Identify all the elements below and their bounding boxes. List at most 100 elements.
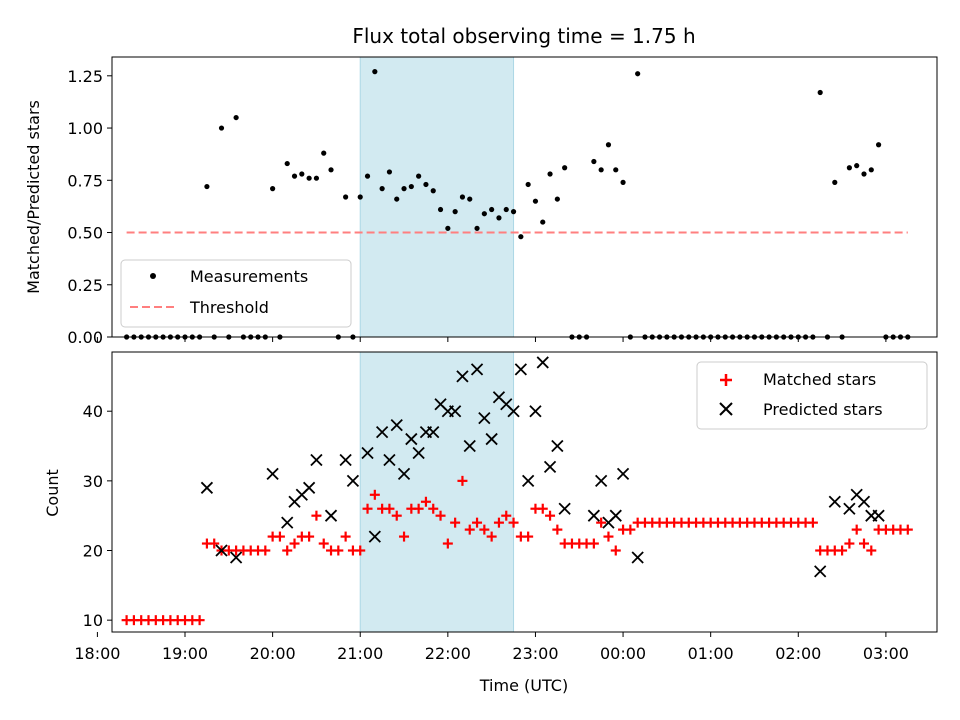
predicted-point: [200, 481, 214, 494]
matched-point: [610, 545, 621, 556]
measurement-point: [343, 194, 349, 200]
measurement-point: [547, 171, 553, 177]
y-tick-label: 0.50: [67, 224, 103, 243]
matched-point: [464, 524, 475, 535]
measurement-point: [591, 158, 597, 165]
top-axes-frame: [111, 56, 938, 338]
predicted-point: [616, 467, 630, 481]
matched-point: [625, 524, 636, 535]
matched-point: [493, 517, 504, 528]
measurement-point: [270, 186, 276, 192]
predicted-point: [302, 481, 316, 494]
matched-point: [420, 496, 431, 507]
top-y-axis: 0.00 0.25 0.50 0.75 1.00 1.25: [67, 67, 112, 347]
measurement-point: [598, 167, 604, 173]
measurement-point: [445, 225, 451, 231]
legend-predicted-label: Predicted stars: [763, 400, 883, 419]
measurement-point: [832, 179, 838, 185]
x-tick-label: 23:00: [512, 644, 558, 663]
matched-point: [369, 489, 380, 500]
predicted-point: [456, 370, 469, 383]
x-tick-label: 03:00: [863, 644, 909, 663]
top-plot-area: [124, 69, 911, 340]
measurement-point: [846, 165, 852, 171]
predicted-point: [339, 453, 352, 467]
matched-point: [340, 531, 351, 542]
x-tick-label: 01:00: [688, 644, 734, 663]
top-legend: Measurements Threshold: [120, 259, 352, 328]
measurement-point: [620, 179, 626, 185]
measurement-point: [291, 173, 298, 179]
predicted-point: [368, 530, 381, 543]
measurement-point: [401, 186, 407, 192]
legend-predicted-marker: [719, 402, 733, 416]
x-tick-label: 20:00: [250, 644, 296, 663]
predicted-point: [507, 405, 520, 418]
x-axis-label: Time (UTC): [479, 676, 568, 695]
matched-point: [523, 531, 534, 542]
matched-point: [274, 531, 285, 542]
bottom-y-axis: 10 20 30 40: [83, 402, 112, 630]
matched-point: [844, 538, 855, 549]
bottom-shaded-region: [359, 351, 515, 633]
legend-matched-marker: [720, 374, 732, 386]
measurement-point: [284, 160, 290, 167]
legend-matched-label: Matched stars: [763, 370, 876, 389]
matched-point: [851, 524, 862, 535]
matched-point: [194, 615, 205, 626]
predicted-point: [814, 565, 827, 578]
legend-threshold-label: Threshold: [189, 298, 269, 317]
legend-measurements-marker: [150, 273, 156, 279]
measurement-point: [299, 171, 305, 177]
matched-point: [311, 510, 322, 521]
measurement-point: [379, 186, 385, 192]
shaded-band: [359, 351, 515, 633]
predicted-point: [361, 446, 374, 460]
matched-point: [486, 531, 497, 542]
matched-point: [304, 531, 315, 542]
predicted-point: [375, 425, 389, 439]
measurement-point: [452, 209, 458, 215]
matched-point: [289, 538, 300, 549]
measurement-point: [364, 173, 371, 179]
bottom-legend: Matched stars Predicted stars: [696, 361, 928, 430]
matched-point: [450, 517, 461, 528]
predicted-point: [828, 495, 841, 508]
matched-point: [501, 510, 512, 521]
top-legend-box: [120, 259, 352, 328]
x-tick-label: 00:00: [600, 644, 646, 663]
measurement-point: [532, 198, 539, 204]
predicted-point: [405, 432, 418, 446]
predicted-point: [522, 474, 535, 487]
measurement-point: [408, 183, 414, 190]
y-tick-label: 20: [83, 542, 103, 561]
predicted-point: [543, 460, 557, 474]
y-tick-label: 1.25: [67, 67, 103, 86]
x-tick-label: 19:00: [162, 644, 208, 663]
y-tick-label: 0.25: [67, 276, 103, 295]
matched-point: [603, 531, 614, 542]
predicted-point: [215, 544, 228, 557]
measurement-point: [416, 173, 422, 179]
predicted-point: [843, 502, 856, 515]
measurement-point: [861, 171, 867, 177]
measurement-point: [540, 219, 546, 225]
matched-point: [362, 503, 373, 514]
matched-point: [457, 475, 468, 486]
matched-point: [472, 517, 483, 528]
x-tick-label: 18:00: [74, 644, 120, 663]
matched-point: [318, 538, 329, 549]
measurement-point: [613, 167, 619, 173]
measurement-point: [313, 175, 320, 181]
matched-point: [588, 538, 599, 549]
predicted-point: [390, 418, 403, 432]
measurement-point: [437, 206, 444, 213]
matched-point: [333, 545, 344, 556]
measurement-point: [204, 183, 210, 190]
measurement-point: [321, 150, 327, 156]
x-tick-label: 22:00: [425, 644, 471, 663]
bottom-panel: Count Time (UTC) 10 20 30 40 18:00 19:00 20:0…: [43, 351, 938, 695]
measurement-point: [605, 142, 612, 148]
measurement-point: [503, 206, 509, 213]
